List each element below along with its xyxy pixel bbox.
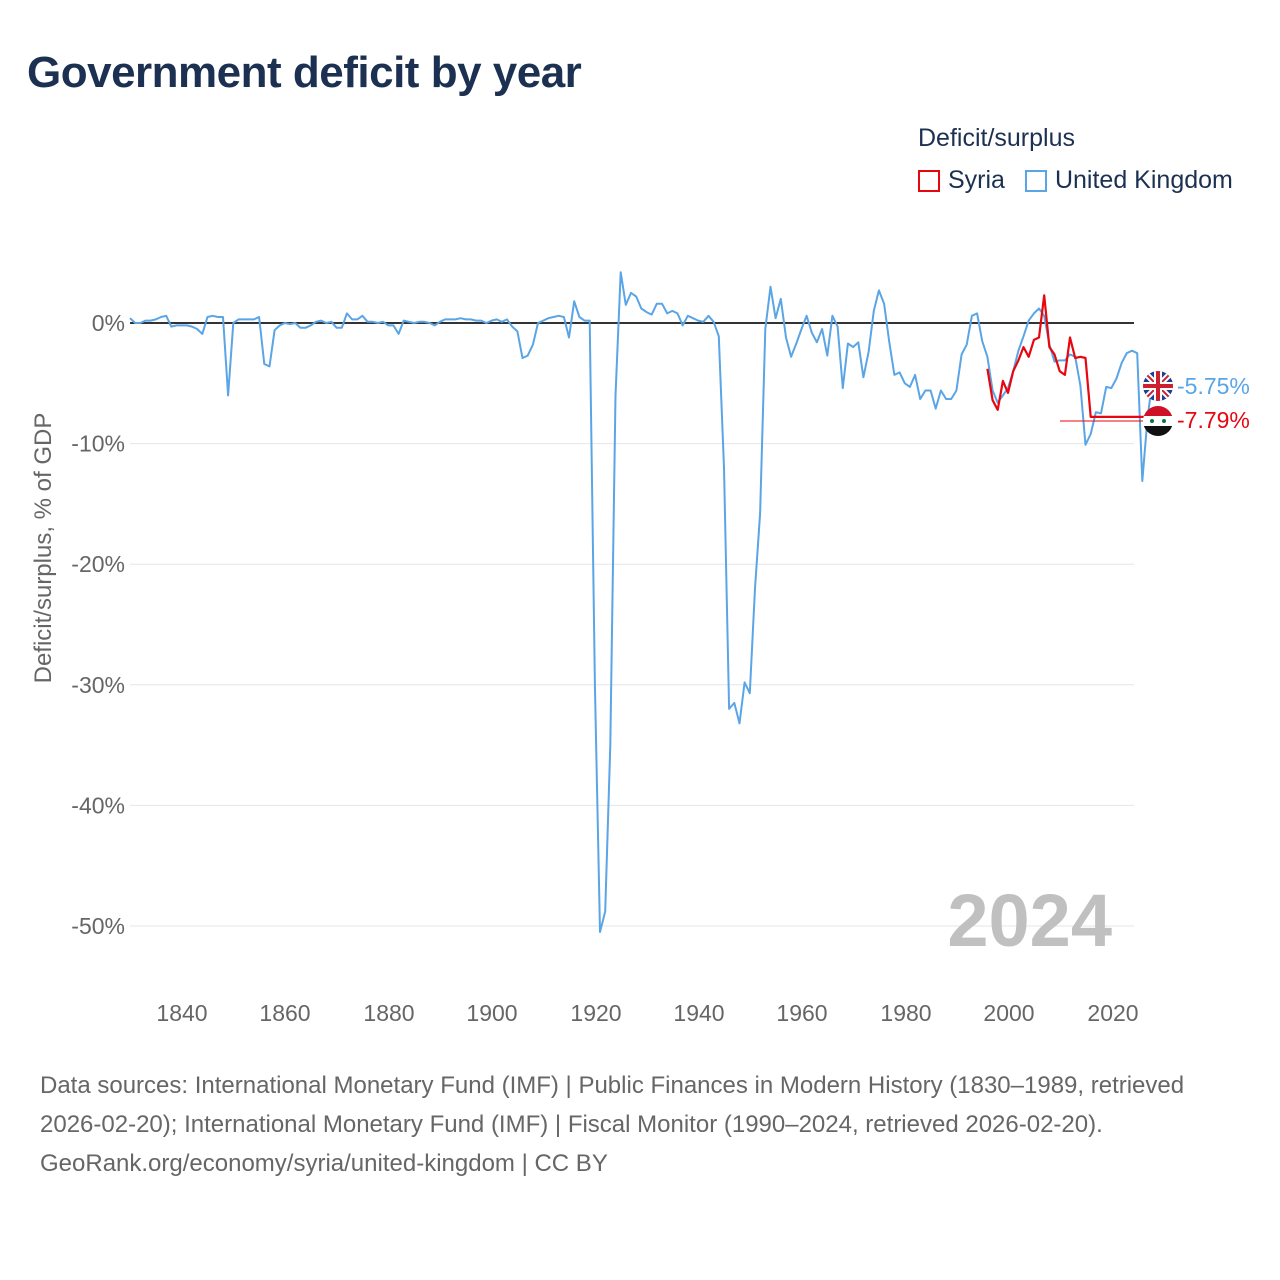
y-tick-label: -10% [71,431,125,457]
x-tick-label: 1840 [156,1000,207,1026]
y-tick-label: -40% [71,792,125,818]
x-tick-label: 1880 [363,1000,414,1026]
y-tick-label: -50% [71,913,125,939]
x-tick-label: 1960 [776,1000,827,1026]
legend-swatch-united-kingdom [1024,169,1047,192]
y-axis-label: Deficit/surplus, % of GDP [30,413,57,684]
syria-flag-icon [1143,406,1173,436]
chart-title: Government deficit by year [27,48,582,97]
legend-item-syria[interactable]: Syria [918,166,1005,195]
series-lines [129,271,1169,933]
legend: Syria United Kingdom [918,166,1253,195]
uk-end-label: -5.75% [1177,373,1250,399]
data-sources: Data sources: International Monetary Fun… [40,1072,1185,1138]
x-tick-label: 1920 [570,1000,621,1026]
chart: Deficit/surplus, % of GDP 2024 1840 1860 1… [30,271,1250,1026]
x-tick-label: 2020 [1087,1000,1138,1026]
legend-label-united-kingdom: United Kingdom [1054,166,1233,194]
legend-item-united-kingdom[interactable]: United Kingdom [1024,166,1233,195]
y-axis-ticks: 0% -10% -20% -30% -40% -50% [71,310,125,939]
x-axis-ticks: 1840 1860 1880 1900 1920 1940 1960 1980 2000 2020 [156,1000,1138,1026]
series-line-united-kingdom[interactable] [129,271,1169,933]
y-tick-label: -20% [71,551,125,577]
syria-end-label: -7.79% [1177,407,1250,433]
x-tick-label: 1860 [259,1000,310,1026]
credit-link[interactable]: GeoRank.org/economy/syria/united-kingdom… [40,1150,608,1177]
legend-label-syria: Syria [948,166,1005,194]
x-tick-label: 2000 [983,1000,1034,1026]
year-label: 2024 [947,879,1112,962]
x-tick-label: 1900 [466,1000,517,1026]
y-tick-label: -30% [71,672,125,698]
y-tick-label: 0% [92,310,125,336]
footer: Data sources: International Monetary Fun… [40,1066,1240,1183]
x-tick-label: 1980 [880,1000,931,1026]
series-line-syria[interactable] [986,294,1169,418]
x-tick-label: 1940 [673,1000,724,1026]
gridlines [130,443,1134,927]
legend-title: Deficit/surplus [918,124,1075,152]
uk-flag-icon [1143,371,1173,401]
legend-swatch-syria [918,169,940,192]
